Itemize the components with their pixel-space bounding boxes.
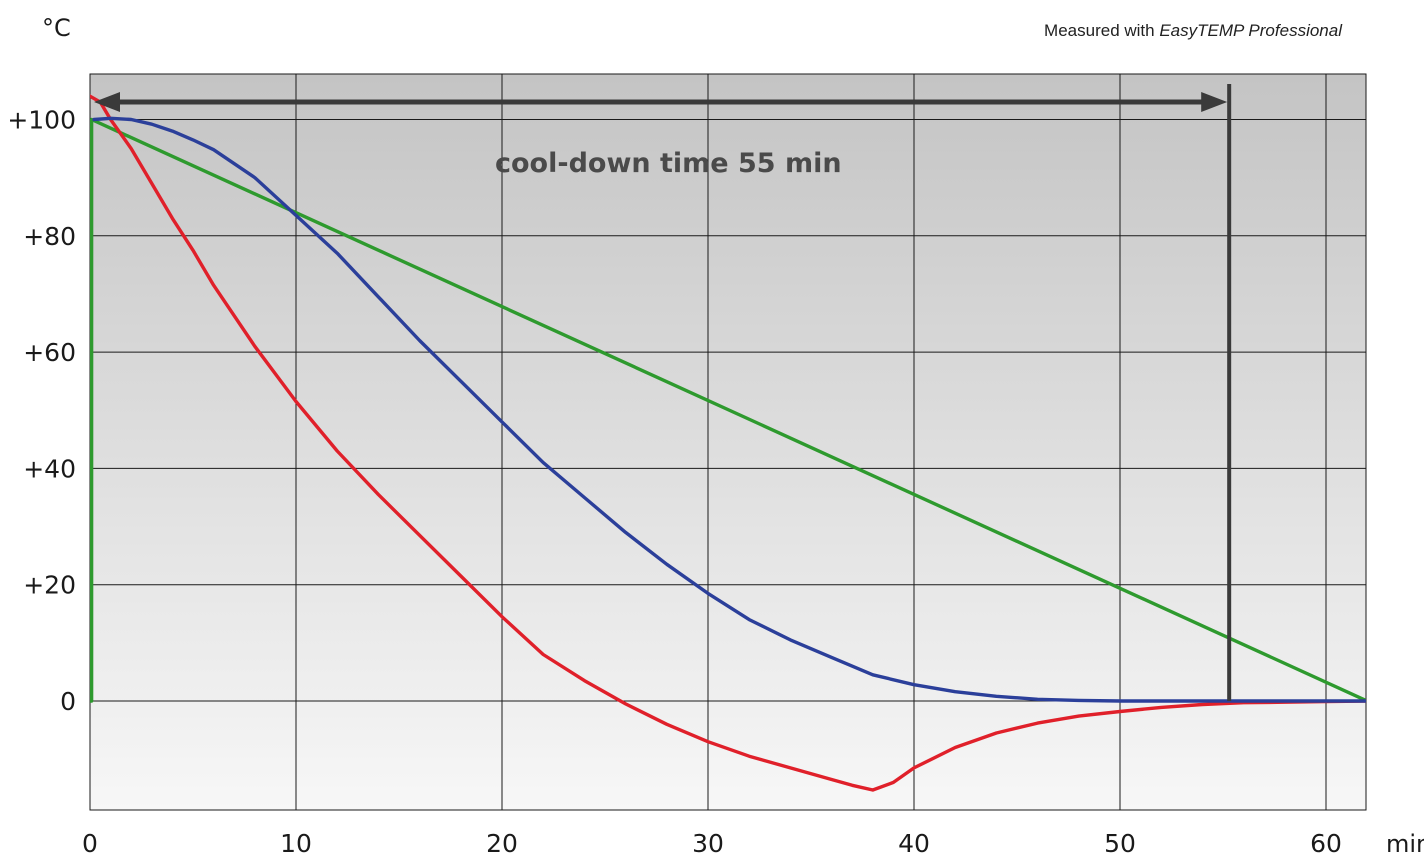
x-tick-label: 50 [1104,829,1136,858]
x-tick-label: 30 [692,829,724,858]
source-note: Measured with EasyTEMP Professional [1044,21,1343,40]
source-note-prefix: Measured with [1044,21,1159,40]
y-tick-label: +80 [23,222,76,251]
y-tick-label: +100 [7,106,76,135]
x-tick-label: 0 [82,829,98,858]
series-line-red [90,94,1366,792]
x-tick-label: 10 [280,829,312,858]
tick-labels: 0 10 20 30 40 50 60 0 +20 +40 +60 +80 +100 [7,106,1342,858]
y-tick-label: +40 [23,454,76,483]
series-line-green [90,117,1366,703]
x-tick-label: 40 [898,829,930,858]
annotation-layer [94,84,1232,701]
series-line-blue [92,116,1366,703]
x-tick-label: 60 [1310,829,1342,858]
x-axis-unit: min [1386,830,1424,858]
cooldown-annotation: cool-down time 55 min [495,148,842,179]
cooldown-arrow-head-left [94,92,120,112]
source-note-product: EasyTEMP Professional [1159,21,1343,40]
y-axis-unit: °C [42,14,71,42]
y-tick-label: +60 [23,338,76,367]
plot-area [89,73,1367,811]
x-tick-label: 20 [486,829,518,858]
y-tick-label: 0 [60,687,76,716]
y-tick-label: +20 [23,571,76,600]
cooldown-arrow-head-right [1201,92,1228,112]
series-layer [90,94,1366,792]
